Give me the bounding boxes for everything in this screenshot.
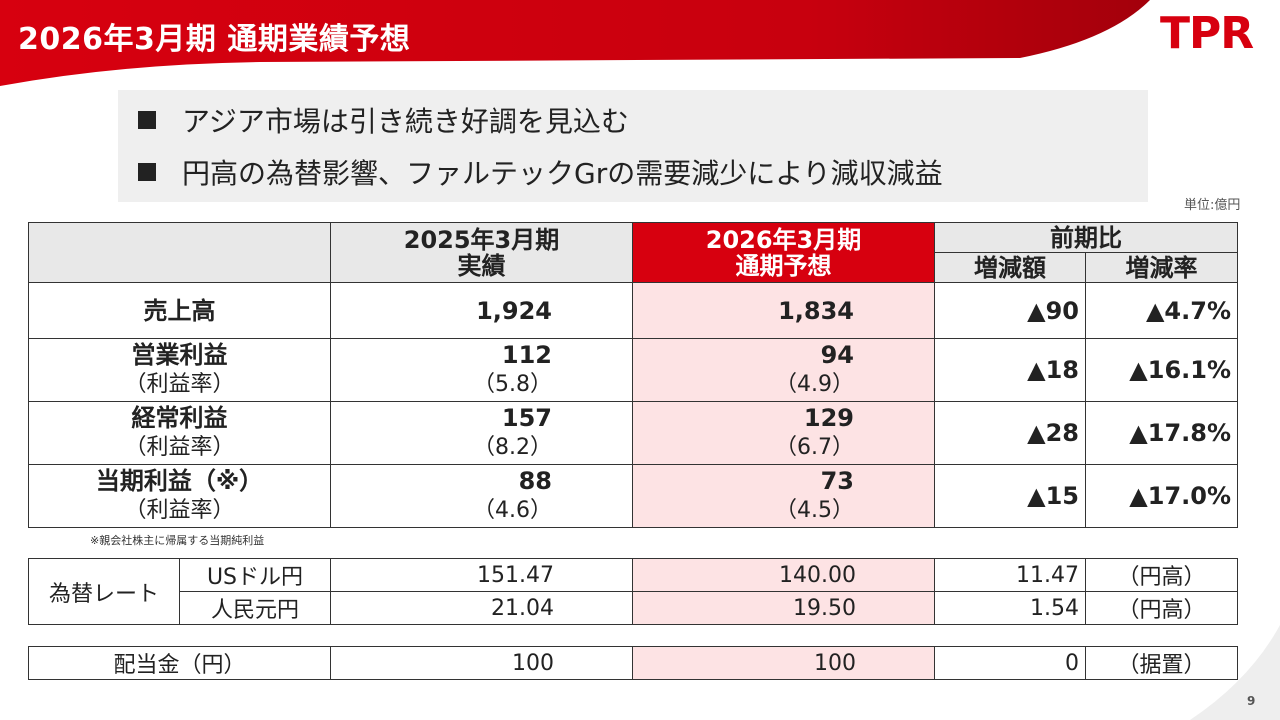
- square-bullet-icon: [138, 163, 156, 181]
- fx-diff: 11.47: [934, 558, 1086, 592]
- dividend-forecast: 100: [632, 646, 935, 680]
- table-row: 経常利益 （利益率） 157 （8.2） 129 （6.7） ▲28 ▲17.8…: [28, 401, 1238, 465]
- square-bullet-icon: [138, 111, 156, 129]
- dividend-note: （据置）: [1085, 646, 1238, 680]
- table-row: 営業利益 （利益率） 112 （5.8） 94 （4.9） ▲18 ▲16.1%: [28, 338, 1238, 402]
- rate-value: ▲17.0%: [1085, 464, 1238, 528]
- table-row: 売上高 1,924 1,834 ▲90 ▲4.7%: [28, 282, 1238, 339]
- table-row: 配当金（円） 100 100 0 （据置）: [28, 646, 1238, 680]
- fx-note: （円高）: [1085, 591, 1238, 625]
- row-label: 経常利益 （利益率）: [28, 401, 331, 465]
- table-row: 為替レート USドル円 151.47 140.00 11.47 （円高）: [28, 558, 1238, 625]
- fx-forecast: 19.50: [632, 591, 935, 625]
- fx-diff: 1.54: [934, 591, 1086, 625]
- bullet-text: アジア市場は引き続き好調を見込む: [182, 105, 629, 138]
- forecast-table: 2025年3月期 実績 2026年3月期 通期予想 前期比 増減額 増減率 売上…: [28, 222, 1238, 528]
- page-number: 9: [1247, 694, 1256, 708]
- prev-value: 88 （4.6）: [330, 464, 633, 528]
- dividend-prev: 100: [330, 646, 633, 680]
- unit-label: 単位:億円: [1184, 198, 1241, 213]
- rate-value: ▲17.8%: [1085, 401, 1238, 465]
- row-label: 当期利益（※） （利益率）: [28, 464, 331, 528]
- dividend-diff: 0: [934, 646, 1086, 680]
- diff-value: ▲15: [934, 464, 1086, 528]
- header-diff: 増減額: [934, 252, 1086, 283]
- header-empty-cell: [28, 222, 331, 283]
- summary-box: アジア市場は引き続き好調を見込む 円高の為替影響、ファルテックGrの需要減少によ…: [118, 90, 1148, 202]
- bullet-text: 円高の為替影響、ファルテックGrの需要減少により減収減益: [182, 157, 943, 190]
- header-band: [0, 0, 1150, 86]
- forecast-value: 94 （4.9）: [632, 338, 935, 402]
- fx-table: 為替レート USドル円 151.47 140.00 11.47 （円高） 人民元…: [28, 558, 1238, 625]
- prev-value: 157 （8.2）: [330, 401, 633, 465]
- page-title: 2026年3月期 通期業績予想: [18, 22, 411, 57]
- diff-value: ▲28: [934, 401, 1086, 465]
- rate-value: ▲4.7%: [1085, 282, 1238, 339]
- header-rate: 増減率: [1085, 252, 1238, 283]
- row-label: 営業利益 （利益率）: [28, 338, 331, 402]
- header-forecast: 2026年3月期 通期予想: [632, 222, 935, 283]
- bullet-item: 円高の為替影響、ファルテックGrの需要減少により減収減益: [138, 152, 943, 192]
- fx-currency: 人民元円: [179, 591, 331, 625]
- forecast-value: 129 （6.7）: [632, 401, 935, 465]
- fx-label: 為替レート: [28, 558, 180, 625]
- dividend-label: 配当金（円）: [28, 646, 331, 680]
- diff-value: ▲18: [934, 338, 1086, 402]
- fx-prev: 151.47: [330, 558, 633, 592]
- fx-forecast: 140.00: [632, 558, 935, 592]
- footnote: ※親会社株主に帰属する当期純利益: [90, 534, 265, 547]
- row-label: 売上高: [28, 282, 331, 339]
- table-row: 人民元円 21.04 19.50 1.54 （円高）: [29, 591, 1238, 625]
- header-prev-year: 2025年3月期 実績: [330, 222, 633, 283]
- corner-decoration: [1190, 625, 1280, 720]
- fx-prev: 21.04: [330, 591, 633, 625]
- diff-value: ▲90: [934, 282, 1086, 339]
- fx-note: （円高）: [1085, 558, 1238, 592]
- bullet-item: アジア市場は引き続き好調を見込む: [138, 100, 629, 140]
- header-comparison: 前期比: [934, 222, 1238, 253]
- table-row: 当期利益（※） （利益率） 88 （4.6） 73 （4.5） ▲15 ▲17.…: [28, 464, 1238, 528]
- rate-value: ▲16.1%: [1085, 338, 1238, 402]
- fx-currency: USドル円: [179, 558, 331, 592]
- tpr-logo: TPR: [1160, 8, 1254, 59]
- forecast-value: 1,834: [632, 282, 935, 339]
- prev-value: 1,924: [330, 282, 633, 339]
- prev-value: 112 （5.8）: [330, 338, 633, 402]
- forecast-value: 73 （4.5）: [632, 464, 935, 528]
- dividend-table: 配当金（円） 100 100 0 （据置）: [28, 646, 1238, 680]
